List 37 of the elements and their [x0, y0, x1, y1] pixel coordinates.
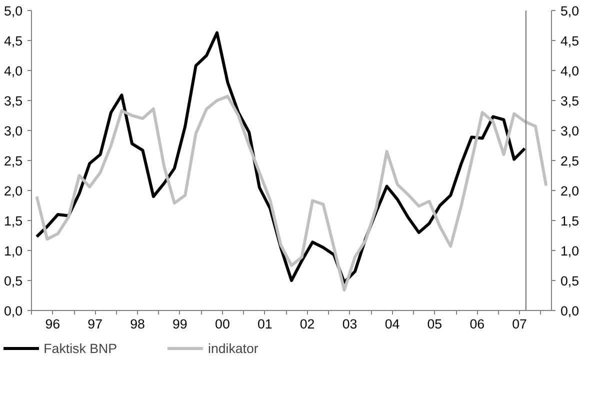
- y2-tick-label: 0,5: [560, 274, 580, 288]
- y-tick-label: 1,5: [4, 214, 23, 228]
- x-tick-label: 99: [172, 316, 188, 332]
- y-tick-label: 4,0: [4, 64, 23, 78]
- y2-tick-label: 1,0: [560, 244, 580, 258]
- y-tick-label: 0,5: [4, 274, 23, 288]
- y-tick-label: 1,0: [4, 244, 23, 258]
- y-tick-label: 3,5: [4, 94, 23, 108]
- y2-tick-label: 4,0: [560, 64, 580, 78]
- y-tick-label: 3,0: [4, 124, 23, 138]
- y2-tick-label: 4,5: [560, 34, 580, 48]
- y-tick-label: 4,5: [4, 34, 23, 48]
- x-tick-label: 05: [427, 316, 442, 332]
- y2-tick-label: 0,0: [560, 304, 580, 318]
- x-tick-label: 97: [88, 316, 102, 332]
- y-tick-label: 2,0: [4, 184, 23, 198]
- y2-tick-label: 3,5: [560, 94, 580, 108]
- x-tick-label: 01: [257, 316, 272, 332]
- y2-tick-label: 2,0: [560, 184, 580, 198]
- x-tick-label: 03: [342, 316, 358, 332]
- y2-tick-label: 3,0: [560, 124, 580, 138]
- x-tick-label: 04: [384, 316, 400, 332]
- legend-label: Faktisk BNP: [44, 340, 117, 356]
- y-tick-label: 5,0: [4, 4, 23, 18]
- x-tick-label: 07: [512, 316, 527, 332]
- y2-tick-label: 5,0: [560, 4, 580, 18]
- x-tick-label: 02: [300, 316, 315, 332]
- x-tick-label: 00: [215, 316, 230, 332]
- x-tick-label: 98: [130, 316, 145, 332]
- y-tick-label: 0,0: [4, 304, 23, 318]
- line-series: [35, 94, 548, 292]
- y-tick-label: 2,5: [4, 154, 23, 168]
- x-tick-label: 96: [45, 316, 60, 332]
- x-tick-label: 06: [470, 316, 485, 332]
- y2-tick-label: 1,5: [560, 214, 580, 228]
- legend-label: indikator: [208, 340, 258, 356]
- y2-tick-label: 2,5: [560, 154, 580, 168]
